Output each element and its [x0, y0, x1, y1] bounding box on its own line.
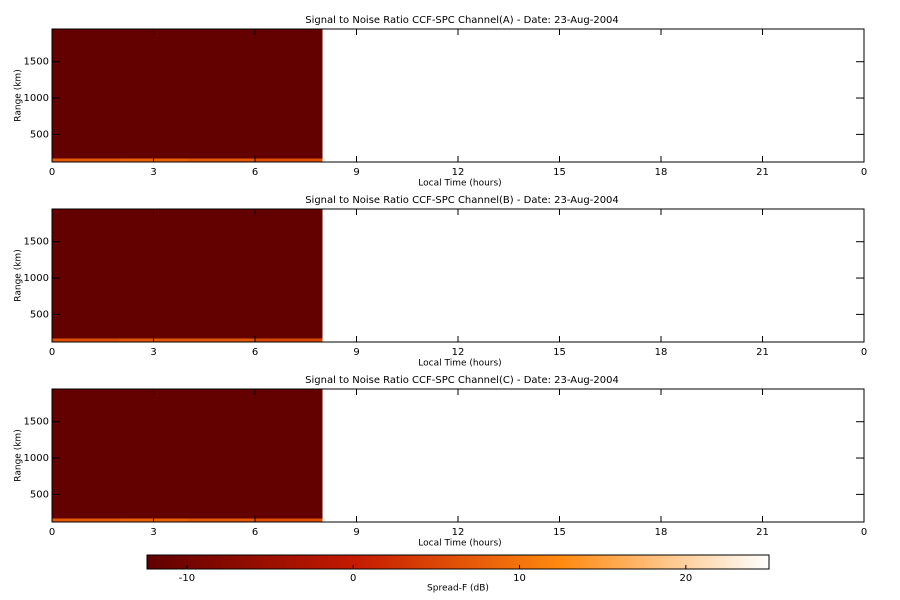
x-tick-label: 9 [353, 347, 359, 358]
x-axis-label: Local Time (hours) [418, 359, 501, 369]
colorbar [146, 554, 770, 570]
x-tick-label: 18 [655, 347, 668, 358]
x-tick-label: 6 [252, 527, 258, 538]
heatmap-cell [187, 389, 255, 519]
x-tick-label: 21 [756, 527, 769, 538]
y-axis-label: Range (km) [14, 69, 24, 121]
x-tick-label: 12 [452, 167, 465, 178]
y-axis-label: Range (km) [14, 249, 24, 301]
x-tick-label: 18 [655, 527, 668, 538]
y-tick-label: 1000 [24, 93, 49, 104]
heatmap-cell [52, 338, 120, 342]
heatmap-cell [52, 518, 120, 522]
heatmap-cell [52, 29, 120, 159]
x-tick-label: 0 [49, 527, 55, 538]
x-axis-label: Local Time (hours) [418, 179, 501, 189]
y-tick-label: 1000 [24, 453, 49, 464]
heatmap-cell [119, 29, 188, 159]
heatmap-cell [187, 518, 255, 522]
x-tick-label: 12 [452, 347, 465, 358]
x-tick-label: 0 [861, 347, 867, 358]
chart-title: Signal to Noise Ratio CCF-SPC Channel(A)… [305, 15, 619, 26]
heatmap-cell [255, 209, 323, 339]
y-tick-label: 1000 [24, 273, 49, 284]
x-tick-label: 15 [553, 347, 566, 358]
x-tick-label: 0 [861, 527, 867, 538]
x-tick-label: 3 [150, 347, 156, 358]
colorbar-tick-label: 0 [350, 573, 356, 584]
y-tick-label: 500 [30, 309, 49, 320]
x-tick-label: 21 [756, 347, 769, 358]
colorbar-tick-label: 10 [513, 573, 526, 584]
x-tick-label: 3 [150, 167, 156, 178]
y-tick-label: 500 [30, 129, 49, 140]
y-tick-label: 1500 [24, 57, 49, 68]
heatmap-cell [255, 518, 323, 522]
x-tick-label: 3 [150, 527, 156, 538]
x-tick-label: 18 [655, 167, 668, 178]
chart-title: Signal to Noise Ratio CCF-SPC Channel(C)… [305, 375, 619, 386]
colorbar-label: Spread-F (dB) [427, 584, 489, 594]
colorbar-tick-label: 20 [679, 573, 692, 584]
x-tick-label: 9 [353, 527, 359, 538]
x-tick-label: 12 [452, 527, 465, 538]
heatmap-cell [187, 209, 255, 339]
x-tick-label: 9 [353, 167, 359, 178]
x-tick-label: 0 [49, 167, 55, 178]
heatmap-cell [255, 389, 323, 519]
heatmap-cell [119, 389, 188, 519]
heatmap-cell [255, 338, 323, 342]
colorbar-tick-label: -10 [179, 573, 195, 584]
y-tick-label: 1500 [24, 237, 49, 248]
x-axis-label: Local Time (hours) [418, 539, 501, 549]
heatmap-cell [255, 158, 323, 162]
heatmap-cell [52, 209, 120, 339]
x-tick-label: 15 [553, 167, 566, 178]
x-tick-label: 0 [49, 347, 55, 358]
x-tick-label: 15 [553, 527, 566, 538]
heatmap-cell [187, 29, 255, 159]
heatmap-cell [52, 158, 120, 162]
heatmap-cell [187, 158, 255, 162]
heatmap-cell [119, 209, 188, 339]
heatmap-cell [52, 389, 120, 519]
x-tick-label: 21 [756, 167, 769, 178]
x-tick-label: 6 [252, 167, 258, 178]
x-tick-label: 6 [252, 347, 258, 358]
heatmap-cell [255, 29, 323, 159]
x-tick-label: 0 [861, 167, 867, 178]
y-tick-label: 500 [30, 489, 49, 500]
y-axis-label: Range (km) [14, 429, 24, 481]
heatmap-cell [187, 338, 255, 342]
y-tick-label: 1500 [24, 417, 49, 428]
chart-title: Signal to Noise Ratio CCF-SPC Channel(B)… [305, 195, 619, 206]
